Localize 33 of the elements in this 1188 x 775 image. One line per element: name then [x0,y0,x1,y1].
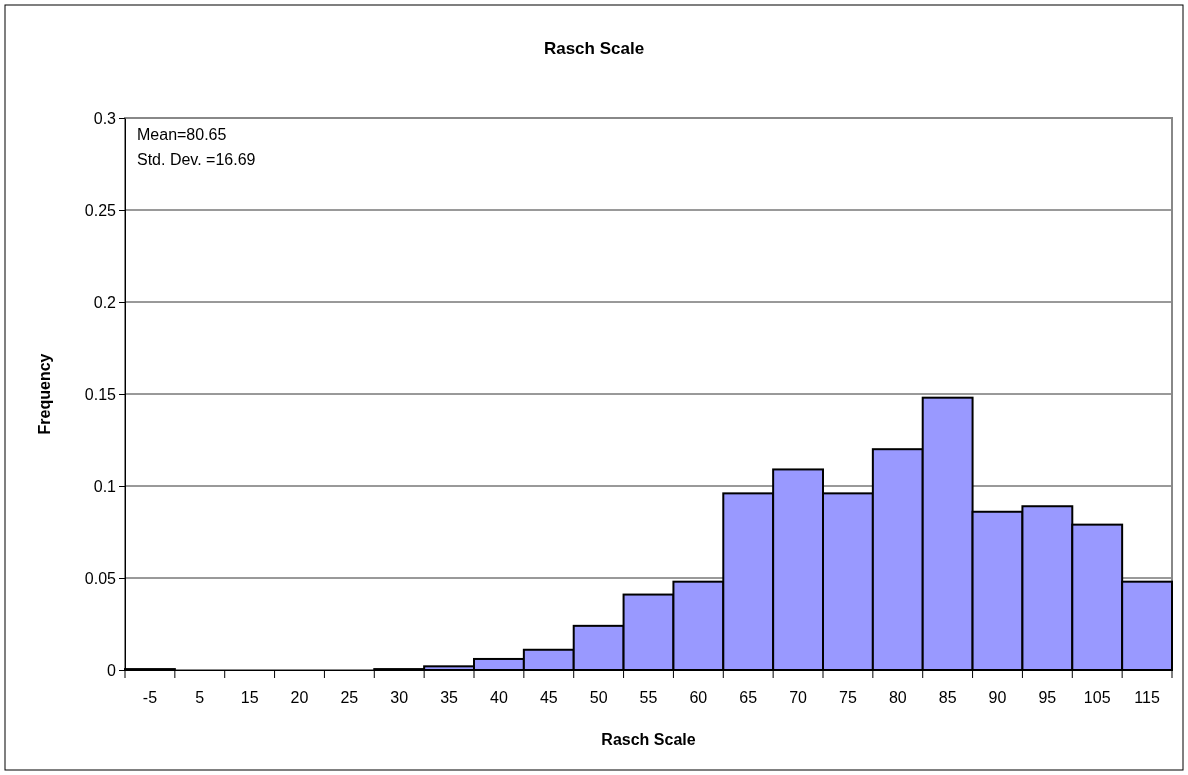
x-tick-label: 75 [839,689,857,707]
x-tick-label: -5 [142,689,158,707]
x-tick-label: 115 [1134,689,1160,707]
annotation: Mean=80.65 [137,126,227,143]
y-tick-label: 0.05 [84,569,117,587]
y-tick-label: 0.25 [84,201,117,219]
x-tick-label: 50 [589,689,608,707]
x-tick-label: 15 [240,689,259,707]
x-tick-label: 25 [340,689,359,707]
x-tick-label: 90 [988,689,1007,707]
x-tick-label: 30 [390,689,409,707]
y-tick-label: 0.1 [93,477,117,495]
annotation: Std. Dev. =16.69 [137,151,256,168]
chart-title: Rasch Scale [543,39,645,58]
x-tick-label: 85 [938,689,957,707]
x-tick-label: 105 [1083,689,1111,707]
y-axis-title: Frequency [36,353,53,435]
x-tick-label: 70 [789,689,808,707]
x-tick-label: 20 [290,689,309,707]
x-axis-title: Rasch Scale [601,731,696,748]
y-tick-label: 0 [107,661,117,679]
x-tick-label: 65 [739,689,758,707]
x-tick-label: 95 [1038,689,1057,707]
x-tick-label: 5 [195,689,205,707]
x-tick-label: 35 [440,689,459,707]
y-tick-label: 0.3 [93,109,117,127]
y-tick-label: 0.15 [84,385,117,403]
x-tick-label: 80 [888,689,907,707]
y-tick-label: 0.2 [93,293,117,311]
x-tick-label: 55 [639,689,658,707]
x-tick-label: 60 [689,689,708,707]
x-tick-label: 40 [490,689,508,707]
x-tick-label: 45 [539,689,558,707]
